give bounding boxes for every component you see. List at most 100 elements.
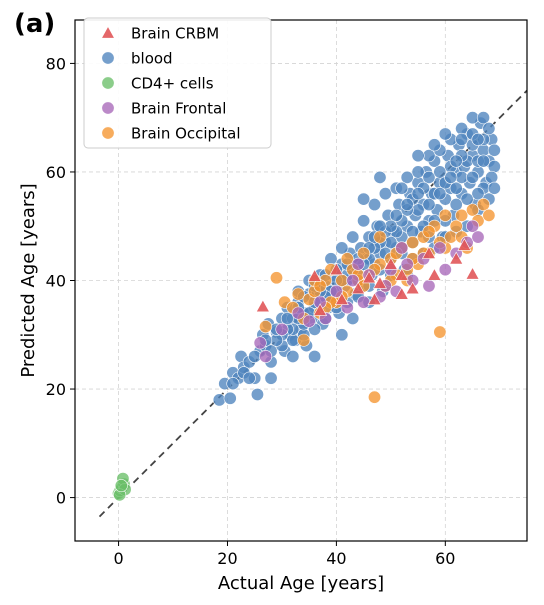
- data-point: [482, 208, 496, 222]
- data-point: [357, 214, 371, 228]
- data-point: [466, 111, 480, 125]
- data-point: [422, 225, 436, 239]
- data-point: [226, 377, 240, 391]
- data-point: [476, 198, 490, 212]
- data-point: [482, 122, 496, 136]
- data-point: [411, 203, 425, 217]
- y-tick-label: 80: [46, 54, 66, 73]
- data-point: [357, 192, 371, 206]
- data-point: [212, 393, 226, 407]
- x-tick-label: 60: [435, 549, 455, 568]
- data-point: [373, 230, 387, 244]
- legend-label: blood: [131, 50, 173, 68]
- data-point: [242, 371, 256, 385]
- legend-box: [83, 17, 272, 149]
- data-point: [400, 257, 414, 271]
- data-point: [357, 246, 371, 260]
- legend-label: Brain Frontal: [131, 100, 226, 118]
- data-point: [438, 208, 452, 222]
- legend-label: Brain Occipital: [131, 125, 241, 143]
- data-point: [394, 267, 409, 281]
- data-point: [433, 325, 447, 339]
- data-point: [395, 181, 409, 195]
- data-point: [455, 208, 469, 222]
- data-point: [280, 311, 294, 325]
- data-point: [427, 138, 441, 152]
- data-point: [400, 170, 414, 184]
- data-point: [269, 271, 283, 285]
- data-point: [368, 198, 382, 212]
- data-point: [444, 230, 458, 244]
- x-tick-label: 40: [326, 549, 346, 568]
- data-point: [466, 203, 480, 217]
- data-point: [465, 266, 480, 280]
- data-point: [291, 306, 305, 320]
- data-point: [471, 187, 485, 201]
- data-point: [438, 127, 452, 141]
- data-point: [286, 333, 300, 347]
- data-point: [302, 314, 316, 328]
- legend-marker: [101, 126, 115, 140]
- y-axis-label: Predicted Age [years]: [18, 183, 39, 377]
- data-point: [253, 336, 267, 350]
- data-point: [395, 241, 409, 255]
- data-point: [259, 349, 273, 363]
- data-point: [487, 181, 501, 195]
- data-point: [471, 132, 485, 146]
- data-point: [433, 187, 447, 201]
- data-point: [362, 270, 377, 284]
- legend-label: Brain CRBM: [131, 25, 219, 43]
- data-point: [476, 154, 490, 168]
- data-point: [269, 333, 283, 347]
- data-point: [466, 170, 480, 184]
- data-point: [248, 349, 262, 363]
- data-point: [340, 252, 354, 266]
- data-point: [334, 292, 349, 305]
- data-point: [422, 279, 436, 293]
- legend-marker: [101, 51, 115, 65]
- data-point: [422, 198, 436, 212]
- data-point: [471, 230, 485, 244]
- panel-label: (a): [14, 9, 55, 39]
- data-point: [335, 241, 349, 255]
- data-point: [307, 269, 322, 282]
- data-point: [444, 170, 458, 184]
- data-point: [460, 192, 474, 206]
- data-point: [476, 111, 490, 125]
- data-point: [275, 322, 289, 336]
- data-point: [455, 122, 469, 136]
- legend-marker: [101, 76, 115, 90]
- data-point: [389, 208, 403, 222]
- data-point: [411, 187, 425, 201]
- data-point: [335, 328, 349, 342]
- data-point: [487, 160, 501, 174]
- data-point: [400, 198, 414, 212]
- x-axis-ticks: 0 20 40 60: [113, 541, 455, 568]
- data-point: [367, 292, 382, 305]
- y-tick-label: 20: [46, 380, 66, 399]
- data-point: [487, 143, 501, 157]
- data-point: [329, 284, 343, 298]
- data-point: [449, 251, 464, 265]
- legend-label: CD4+ cells: [131, 75, 214, 93]
- data-point: [466, 219, 480, 233]
- series-cd4-cells: [112, 472, 132, 502]
- data-point: [373, 219, 387, 233]
- data-point: [411, 165, 425, 179]
- legend-marker: [100, 25, 116, 39]
- data-point: [259, 320, 273, 334]
- data-point: [422, 170, 436, 184]
- data-point: [457, 238, 472, 251]
- data-point: [384, 219, 398, 233]
- data-points: [112, 111, 501, 502]
- data-point: [455, 132, 469, 146]
- data-point: [438, 263, 452, 277]
- data-point: [286, 349, 300, 363]
- data-point: [373, 170, 387, 184]
- data-point: [264, 371, 278, 385]
- data-point: [313, 303, 328, 316]
- y-tick-label: 0: [56, 489, 66, 508]
- data-point: [346, 230, 360, 244]
- data-point: [357, 295, 371, 309]
